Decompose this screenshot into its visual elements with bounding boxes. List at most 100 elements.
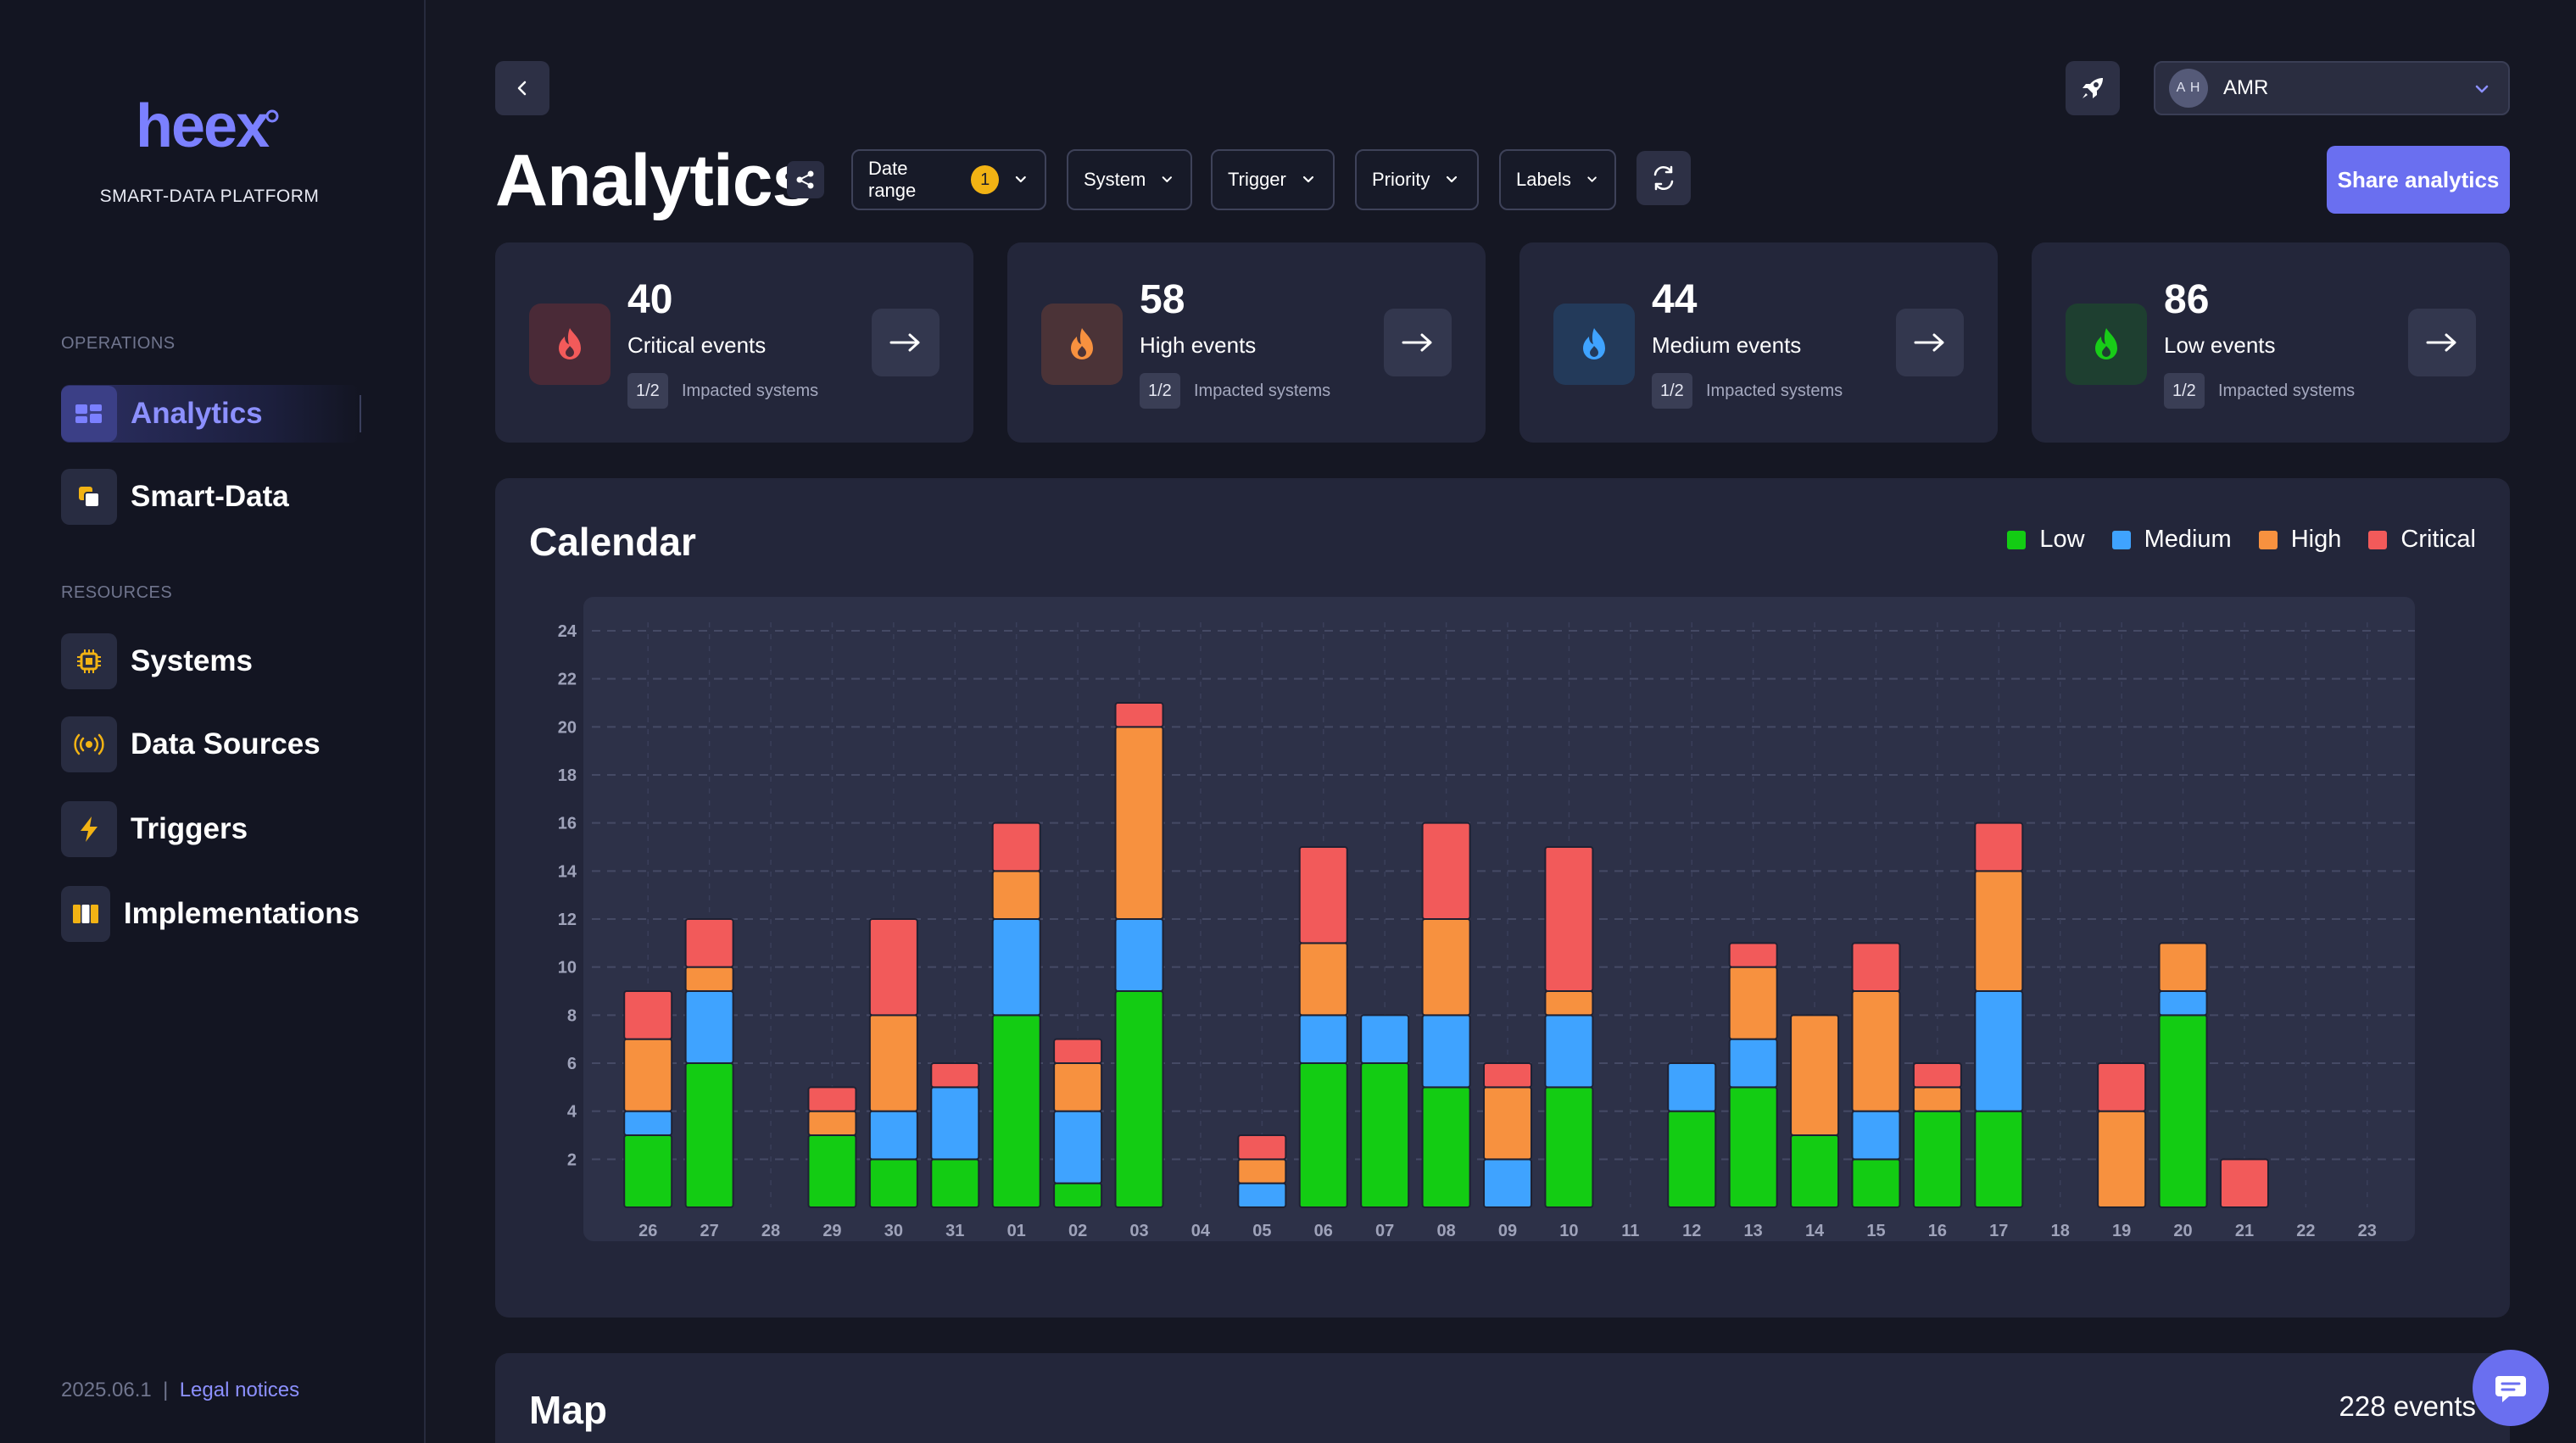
x-tick-label: 14 xyxy=(1805,1222,1825,1240)
sidebar-item-data-sources[interactable]: Data Sources xyxy=(61,716,360,773)
logo-dot-icon xyxy=(265,109,279,123)
x-tick-label: 23 xyxy=(2358,1222,2377,1240)
kpi-open-button[interactable] xyxy=(2408,309,2476,376)
y-tick-label: 18 xyxy=(558,766,577,785)
x-tick-label: 22 xyxy=(2296,1222,2315,1240)
bar-segment-low xyxy=(1790,1134,1840,1208)
section-label-operations: OPERATIONS xyxy=(61,334,176,353)
flame-icon xyxy=(2066,304,2147,385)
kpi-label: High events xyxy=(1140,332,1257,358)
filter-trigger[interactable]: Trigger xyxy=(1211,149,1335,210)
filter-count-badge: 1 xyxy=(970,165,1000,194)
heex-logo[interactable]: heex xyxy=(136,92,279,161)
sidebar-item-implementations[interactable]: Implementations xyxy=(61,885,360,943)
bar-segment-low xyxy=(1421,1086,1471,1208)
filter-label: Trigger xyxy=(1228,169,1286,190)
x-tick-label: 04 xyxy=(1191,1222,1211,1240)
bar-segment-critical xyxy=(1483,1062,1532,1089)
bar-segment-critical xyxy=(1974,822,2024,872)
legend-label: Medium xyxy=(2144,526,2232,553)
arrow-right-icon xyxy=(2426,333,2456,352)
chevron-left-icon xyxy=(517,81,527,96)
sidebar-item-smart-data[interactable]: Smart-Data xyxy=(61,468,360,526)
sidebar-item-analytics[interactable]: Analytics xyxy=(61,385,360,443)
sidebar-footer: 2025.06.1 | Legal notices xyxy=(61,1379,299,1402)
legend-item-low[interactable]: Low xyxy=(2007,526,2085,554)
kpi-value: 40 xyxy=(627,277,673,322)
bar-segment-medium xyxy=(684,990,734,1064)
filter-label: Priority xyxy=(1372,169,1430,190)
filter-priority[interactable]: Priority xyxy=(1355,149,1479,210)
bar-segment-high xyxy=(2158,942,2208,993)
user-menu[interactable]: A H AMR xyxy=(2154,61,2510,115)
x-tick-label: 29 xyxy=(822,1222,841,1240)
legend-item-medium[interactable]: Medium xyxy=(2111,526,2232,554)
flame-icon xyxy=(1553,304,1635,385)
y-tick-label: 8 xyxy=(567,1006,577,1025)
bar-segment-high xyxy=(1053,1062,1103,1112)
flame-icon xyxy=(529,304,611,385)
page-title: Analytics xyxy=(495,140,812,221)
kpi-fraction: 1/2 xyxy=(1140,373,1180,409)
bar-segment-medium xyxy=(1974,990,2024,1112)
user-name: AMR xyxy=(2223,76,2269,99)
share-link-button[interactable] xyxy=(787,161,824,198)
section-label-resources: RESOURCES xyxy=(61,583,173,602)
bar-segment-low xyxy=(1851,1158,1901,1208)
x-tick-label: 27 xyxy=(700,1222,718,1240)
x-tick-label: 02 xyxy=(1068,1222,1087,1240)
y-tick-label: 20 xyxy=(558,718,577,737)
legal-notices-link[interactable]: Legal notices xyxy=(179,1379,300,1401)
legend-label: Critical xyxy=(2400,526,2476,553)
chat-button[interactable] xyxy=(2473,1350,2549,1426)
kpi-open-button[interactable] xyxy=(1384,309,1452,376)
bar-segment-low xyxy=(1974,1110,2024,1209)
map-event-count: 228 events xyxy=(2339,1390,2476,1422)
bar-segment-low xyxy=(1114,990,1164,1208)
filter-label: Labels xyxy=(1516,169,1571,190)
bar-segment-medium xyxy=(930,1086,980,1161)
bar-segment-low xyxy=(684,1062,734,1208)
bar-segment-high xyxy=(1851,990,1901,1112)
back-button[interactable] xyxy=(495,61,549,115)
filter-date-range[interactable]: Date range 1 xyxy=(851,149,1046,210)
bar-segment-high xyxy=(1974,870,2024,993)
copy-icon xyxy=(61,469,117,525)
sidebar-item-triggers[interactable]: Triggers xyxy=(61,800,360,858)
rocket-button[interactable] xyxy=(2066,61,2120,115)
bar-segment-critical xyxy=(1912,1062,1962,1089)
bar-segment-medium xyxy=(991,918,1041,1017)
avatar: A H xyxy=(2169,69,2208,108)
kpi-open-button[interactable] xyxy=(872,309,940,376)
filter-label: Date range xyxy=(868,158,917,201)
kpi-card-critical: 40 Critical events 1/2 Impacted systems xyxy=(495,242,973,443)
legend-item-high[interactable]: High xyxy=(2258,526,2341,554)
x-tick-label: 09 xyxy=(1498,1222,1517,1240)
legend-label: Low xyxy=(2039,526,2085,553)
bar-segment-low xyxy=(1360,1062,1410,1208)
y-tick-label: 22 xyxy=(558,671,577,689)
sidebar-item-systems[interactable]: Systems xyxy=(61,632,360,690)
kpi-sub: Impacted systems xyxy=(682,382,819,400)
logo-text: heex xyxy=(136,92,270,160)
bar-segment-medium xyxy=(1851,1110,1901,1161)
bar-segment-critical xyxy=(684,918,734,968)
x-tick-label: 10 xyxy=(1559,1222,1578,1240)
legend-item-critical[interactable]: Critical xyxy=(2368,526,2476,554)
sidebar-item-label: Smart-Data xyxy=(131,480,289,513)
bar-segment-low xyxy=(807,1134,857,1208)
bar-segment-low xyxy=(1728,1086,1778,1208)
bar-segment-critical xyxy=(868,918,918,1017)
kpi-sub: Impacted systems xyxy=(2218,382,2356,400)
sidebar-item-label: Triggers xyxy=(131,812,248,845)
y-tick-label: 24 xyxy=(558,622,577,641)
bar-segment-high xyxy=(1728,966,1778,1040)
filter-system[interactable]: System xyxy=(1067,149,1192,210)
filter-labels[interactable]: Labels xyxy=(1499,149,1616,210)
kpi-value: 86 xyxy=(2164,277,2210,322)
kpi-open-button[interactable] xyxy=(1896,309,1964,376)
reset-filters-button[interactable] xyxy=(1636,151,1691,205)
share-analytics-button[interactable]: Share analytics xyxy=(2327,146,2510,214)
bar-segment-high xyxy=(623,1038,673,1112)
